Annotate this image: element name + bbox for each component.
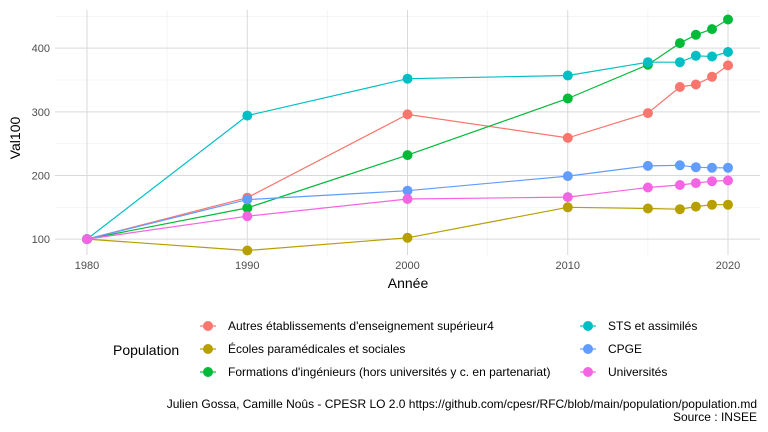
data-point-5 xyxy=(723,175,733,186)
data-point-5 xyxy=(562,192,573,203)
data-point-2 xyxy=(723,14,733,25)
data-point-1 xyxy=(242,245,253,256)
series-points xyxy=(82,14,733,256)
data-point-2 xyxy=(562,93,573,104)
data-point-1 xyxy=(642,203,653,214)
data-point-1 xyxy=(723,199,733,210)
y-tick-label: 100 xyxy=(32,234,50,246)
x-tick-label: 1990 xyxy=(235,260,259,272)
data-point-2 xyxy=(242,202,253,213)
data-point-3 xyxy=(707,51,717,62)
data-point-2 xyxy=(707,24,717,35)
data-point-1 xyxy=(690,201,701,212)
data-point-0 xyxy=(723,60,733,71)
data-point-4 xyxy=(674,160,685,171)
data-point-0 xyxy=(562,132,573,143)
legend-label: Autres établissements d'enseignement sup… xyxy=(228,319,494,333)
data-point-5 xyxy=(707,176,717,187)
data-point-4 xyxy=(707,162,717,173)
data-point-4 xyxy=(402,185,413,196)
data-point-0 xyxy=(402,109,413,120)
data-point-5 xyxy=(82,234,92,245)
data-point-5 xyxy=(642,182,653,193)
data-point-3 xyxy=(642,57,653,68)
data-point-3 xyxy=(402,73,413,84)
legend-label: Formations d'ingénieurs (hors université… xyxy=(228,365,550,379)
legend: Autres établissements d'enseignement sup… xyxy=(200,319,697,379)
data-point-5 xyxy=(242,211,253,222)
legend-title: Population xyxy=(113,342,179,358)
legend-label: Universités xyxy=(608,365,667,379)
data-point-0 xyxy=(642,108,653,119)
data-point-1 xyxy=(674,204,685,215)
data-point-1 xyxy=(707,199,717,210)
grid xyxy=(55,10,760,255)
data-point-4 xyxy=(690,162,701,173)
x-tick-label: 2020 xyxy=(716,260,740,272)
data-point-4 xyxy=(242,194,253,205)
data-point-2 xyxy=(690,29,701,40)
x-tick-label: 1980 xyxy=(75,260,99,272)
data-point-0 xyxy=(690,79,701,90)
data-point-3 xyxy=(674,57,685,68)
data-point-1 xyxy=(402,232,413,243)
data-point-5 xyxy=(674,180,685,190)
legend-key-point xyxy=(583,367,593,377)
legend-key-point xyxy=(583,344,593,354)
legend-label: Écoles paramédicales et sociales xyxy=(228,341,405,356)
data-point-3 xyxy=(242,110,253,121)
legend-label: CPGE xyxy=(608,342,642,356)
data-point-3 xyxy=(562,70,573,81)
legend-key-point xyxy=(203,344,213,354)
y-axis-title: Val100 xyxy=(7,117,23,160)
data-point-3 xyxy=(690,50,701,61)
x-tick-label: 2010 xyxy=(556,260,580,272)
legend-key-point xyxy=(583,321,593,331)
y-tick-label: 200 xyxy=(32,170,50,182)
x-tick-label: 2000 xyxy=(395,260,419,272)
x-axis-ticks: 1980 1990 2000 2010 2020 xyxy=(75,260,740,272)
data-point-4 xyxy=(642,160,653,171)
y-tick-label: 400 xyxy=(32,43,50,55)
data-point-3 xyxy=(723,47,733,57)
data-point-0 xyxy=(674,82,685,92)
data-point-4 xyxy=(562,171,573,182)
caption-credits: Julien Gossa, Camille Noûs - CPESR LO 2.… xyxy=(167,397,757,411)
data-point-2 xyxy=(674,38,685,49)
data-point-5 xyxy=(690,178,701,189)
data-point-5 xyxy=(402,194,413,204)
legend-key-point xyxy=(203,367,213,377)
y-axis-ticks: 100 200 300 400 xyxy=(32,43,50,246)
data-point-2 xyxy=(402,150,413,161)
x-axis-title: Année xyxy=(388,275,429,291)
legend-label: STS et assimilés xyxy=(608,319,697,333)
caption-source: Source : INSEE xyxy=(673,410,757,424)
data-point-0 xyxy=(707,71,717,82)
y-tick-label: 300 xyxy=(32,107,50,119)
data-point-1 xyxy=(562,202,573,213)
legend-key-point xyxy=(203,321,213,331)
data-point-4 xyxy=(723,162,733,173)
